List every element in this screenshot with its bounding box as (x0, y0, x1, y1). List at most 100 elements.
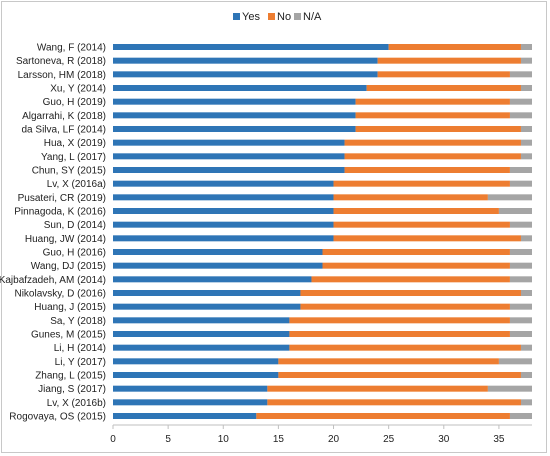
bar-segment-no (333, 235, 521, 242)
category-label: Huang, J (2015) (34, 302, 106, 313)
category-label: Sun, D (2014) (44, 220, 106, 231)
bar-segment-yes (113, 413, 257, 419)
bar-segment-n-a (509, 167, 532, 173)
category-label: Gunes, M (2015) (31, 330, 106, 341)
category-label: Algarrahi, K (2018) (22, 111, 106, 122)
bar-segment-yes (113, 98, 356, 105)
bar-segment-n-a (520, 235, 532, 242)
x-tick-label: 25 (383, 434, 395, 445)
bar-segment-n-a (509, 221, 532, 228)
bar-segment-no (289, 317, 510, 324)
bar-segment-yes (113, 317, 290, 324)
bar-segment-no (333, 194, 488, 201)
bar-segment-n-a (509, 249, 532, 255)
bar-segment-no (344, 153, 521, 160)
category-label: Wang, F (2014) (37, 43, 106, 54)
legend: Yes No N/A (233, 11, 322, 23)
x-tick-label: 0 (110, 434, 116, 445)
category-label: Pusateri, CR (2019) (18, 193, 106, 204)
bar-segment-no (355, 112, 510, 119)
bar-segment-yes (113, 139, 345, 146)
bar-segment-no (333, 180, 510, 187)
bar-segment-yes (113, 235, 334, 242)
bar-segment-no (377, 71, 510, 78)
bar-segment-n-a (520, 139, 532, 146)
bar-segment-n-a (520, 126, 532, 132)
bar-segment-no (278, 372, 521, 378)
bar-segment-n-a (509, 276, 532, 283)
bar-segment-yes (113, 249, 323, 255)
bar-segment-n-a (520, 85, 532, 91)
bar-segment-no (333, 208, 499, 214)
category-label: Lv, X (2016b) (47, 398, 106, 409)
bar-segment-n-a (498, 358, 532, 365)
x-tick-label: 20 (328, 434, 340, 445)
bar-segment-n-a (509, 180, 532, 187)
bar-segment-yes (113, 167, 345, 173)
category-label: Wang, DJ (2015) (31, 261, 106, 272)
legend-swatch-yes (233, 13, 240, 20)
bar-segment-n-a (520, 153, 532, 160)
category-label: Li, H (2014) (54, 343, 106, 354)
bar-segment-no (355, 126, 521, 132)
bar-segment-n-a (509, 317, 532, 324)
bar-segment-n-a (509, 262, 532, 269)
bar-segment-n-a (520, 57, 532, 64)
legend-label: N/A (303, 11, 322, 23)
category-label: Larsson, HM (2018) (18, 70, 106, 81)
category-label: Sartoneva, R (2018) (16, 56, 106, 67)
bar-segment-yes (113, 85, 367, 91)
bar-segment-no (388, 44, 521, 50)
bar-segment-n-a (509, 303, 532, 310)
bar-segment-no (377, 57, 521, 64)
x-tick-label: 30 (438, 434, 450, 445)
bar-segment-yes (113, 262, 323, 269)
category-label: Yang, L (2017) (41, 152, 106, 163)
bar-segment-no (289, 344, 521, 351)
bar-segment-yes (113, 57, 378, 64)
bar-segment-n-a (487, 194, 532, 201)
bar-segment-no (344, 167, 510, 173)
category-label: Jiang, S (2017) (38, 384, 106, 395)
category-label: Xu, Y (2014) (50, 84, 106, 95)
bar-segment-yes (113, 44, 389, 50)
bar-segment-yes (113, 208, 334, 214)
bar-segment-yes (113, 344, 290, 351)
legend-swatch-n-a (294, 13, 301, 20)
bar-segment-yes (113, 276, 312, 283)
category-label: Guo, H (2019) (43, 97, 106, 108)
bar-segment-yes (113, 194, 334, 201)
bar-segment-no (256, 413, 510, 419)
bar-segment-no (333, 221, 510, 228)
bar-segment-n-a (487, 385, 532, 392)
category-label: Hua, X (2019) (44, 138, 106, 149)
legend-label: No (277, 11, 291, 23)
bar-segment-no (322, 249, 510, 255)
bar-segment-yes (113, 290, 301, 296)
category-label: Zhang, L (2015) (35, 371, 106, 382)
legend-label: Yes (242, 11, 260, 23)
bar-segment-n-a (520, 372, 532, 378)
bars-group (113, 44, 532, 419)
category-label: Kajbafzadeh, AM (2014) (0, 275, 106, 286)
bar-segment-no (300, 290, 521, 296)
bar-segment-no (300, 303, 510, 310)
bar-segment-no (289, 331, 510, 337)
category-label: Li, Y (2017) (55, 357, 106, 368)
x-axis: 0 5 10 15 20 25 30 35 (110, 424, 532, 445)
x-tick-label: 35 (493, 434, 505, 445)
bar-segment-n-a (520, 44, 532, 50)
bar-segment-yes (113, 126, 356, 132)
bar-segment-no (267, 385, 488, 392)
bar-segment-yes (113, 153, 345, 160)
bar-segment-yes (113, 372, 279, 378)
bar-segment-n-a (509, 331, 532, 337)
x-tick-label: 15 (273, 434, 285, 445)
y-axis-labels: Wang, F (2014) Sartoneva, R (2018) Larsson… (0, 43, 106, 423)
bar-segment-no (355, 98, 510, 105)
x-tick-label: 5 (165, 434, 171, 445)
bar-segment-n-a (520, 290, 532, 296)
category-label: Sa, Y (2018) (50, 316, 106, 327)
bar-segment-yes (113, 303, 301, 310)
